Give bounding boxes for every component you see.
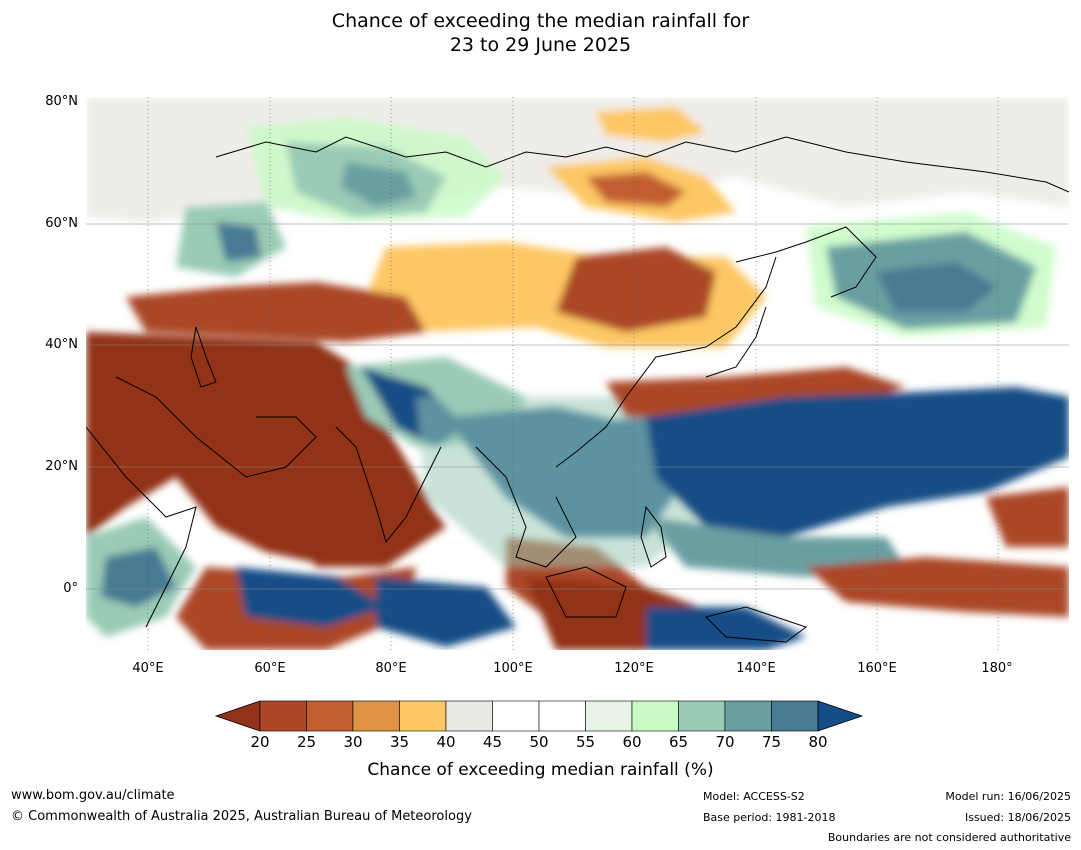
lon-label-60e: 60°E — [254, 661, 286, 676]
field-orange-chukotka — [596, 107, 706, 142]
field-teal-seasia-edge — [416, 397, 726, 567]
colorbar-segment — [306, 700, 354, 732]
coastline-arctic — [215, 136, 1069, 193]
field-blue-coral — [646, 607, 806, 650]
map-title-line2: 23 to 29 June 2025 — [449, 34, 632, 56]
coastline-philippines — [640, 505, 667, 568]
colorbar-segment — [538, 700, 586, 732]
lon-label-100e: 100°E — [493, 661, 533, 676]
lon-label-120e: 120°E — [614, 661, 654, 676]
issued-date: Issued: 18/06/2025 — [964, 811, 1071, 824]
lon-label-180: 180° — [981, 661, 1013, 676]
coastline-borneo — [545, 566, 627, 618]
field-blue-wpacific — [646, 387, 1069, 537]
lat-label-80n: 80°N — [45, 94, 78, 109]
colorbar-tick-label: 70 — [715, 733, 735, 751]
coastline-newguinea — [705, 606, 808, 643]
colorbar-tick-label: 35 — [389, 733, 410, 751]
colorbar-segment — [352, 700, 400, 732]
website-link[interactable]: www.bom.gov.au/climate — [11, 788, 175, 803]
colorbar-tick-label: 75 — [761, 733, 782, 751]
boundaries-disclaimer: Boundaries are not considered authoritat… — [827, 831, 1071, 844]
field-darkbrown-india — [276, 457, 446, 567]
colorbar-segment — [678, 700, 726, 732]
probability-fields — [86, 97, 1069, 650]
colorbar-tick-label: 80 — [808, 733, 828, 751]
coastline-africa — [86, 426, 197, 628]
colorbar — [214, 700, 864, 732]
coastlines — [86, 136, 1069, 643]
lat-label-60n: 60°N — [45, 216, 78, 231]
lat-label-equator: 0° — [63, 581, 78, 596]
colorbar-extend-high — [817, 700, 864, 732]
field-blue-africa — [101, 547, 176, 607]
lon-label-140e: 140°E — [736, 661, 776, 676]
rainfall-probability-map — [86, 97, 1069, 650]
colorbar-tick-label: 25 — [296, 733, 317, 751]
colorbar-segment — [724, 700, 772, 732]
field-brown-yakutia — [586, 172, 686, 207]
colorbar-extend-low — [214, 700, 261, 732]
coastline-japan — [705, 306, 767, 378]
coastline-eastchina — [555, 256, 777, 468]
map-title-line1: Chance of exceeding the median rainfall … — [331, 10, 750, 32]
colorbar-tick-label: 30 — [343, 733, 363, 751]
field-blue-indianocean-2 — [376, 577, 516, 647]
field-brown-kazakh — [126, 282, 426, 342]
coastline-caspian — [190, 326, 217, 388]
lon-label-40e: 40°E — [132, 661, 164, 676]
colorbar-segment — [492, 700, 540, 732]
field-blue-siberia — [341, 162, 416, 207]
coastline-kamchatka — [735, 226, 877, 298]
map-canvas — [86, 97, 1069, 650]
model-name: Model: ACCESS-S2 — [703, 790, 805, 803]
lon-label-80e: 80°E — [375, 661, 407, 676]
colorbar-tick-label: 55 — [575, 733, 596, 751]
field-blue-pacific — [876, 262, 996, 312]
field-blue-indianocean — [236, 567, 386, 627]
model-run-date: Model run: 16/06/2025 — [945, 790, 1071, 803]
colorbar-segment — [399, 700, 447, 732]
field-brown-mongolia — [556, 247, 716, 332]
field-blue-westsib — [216, 222, 261, 262]
colorbar-tick-label: 20 — [250, 733, 270, 751]
base-period: Base period: 1981-2018 — [703, 811, 836, 824]
colorbar-tick-label: 45 — [482, 733, 503, 751]
graticule — [147, 97, 999, 650]
colorbar-segment — [445, 700, 493, 732]
colorbar-tick-label: 40 — [436, 733, 456, 751]
colorbar-segment — [771, 700, 819, 732]
coastline-arabia — [115, 376, 317, 478]
colorbar-segment — [585, 700, 633, 732]
field-brown-eastequator — [986, 487, 1069, 547]
colorbar-segment — [259, 700, 307, 732]
colorbar-tick-label: 50 — [529, 733, 549, 751]
coastline-seasia — [475, 446, 577, 568]
colorbar-tick-label: 65 — [668, 733, 689, 751]
lat-label-20n: 20°N — [45, 459, 78, 474]
copyright-text: © Commonwealth of Australia 2025, Austra… — [11, 809, 472, 824]
colorbar-title: Chance of exceeding median rainfall (%) — [367, 760, 714, 780]
field-teal-wpacific-south — [646, 517, 906, 577]
lat-label-40n: 40°N — [45, 337, 78, 352]
colorbar-tick-label: 60 — [622, 733, 642, 751]
coastline-india — [335, 426, 442, 544]
colorbar-segment — [631, 700, 679, 732]
lon-label-160e: 160°E — [857, 661, 897, 676]
parallels — [86, 223, 1069, 590]
field-brown-equatorial — [806, 557, 1069, 617]
